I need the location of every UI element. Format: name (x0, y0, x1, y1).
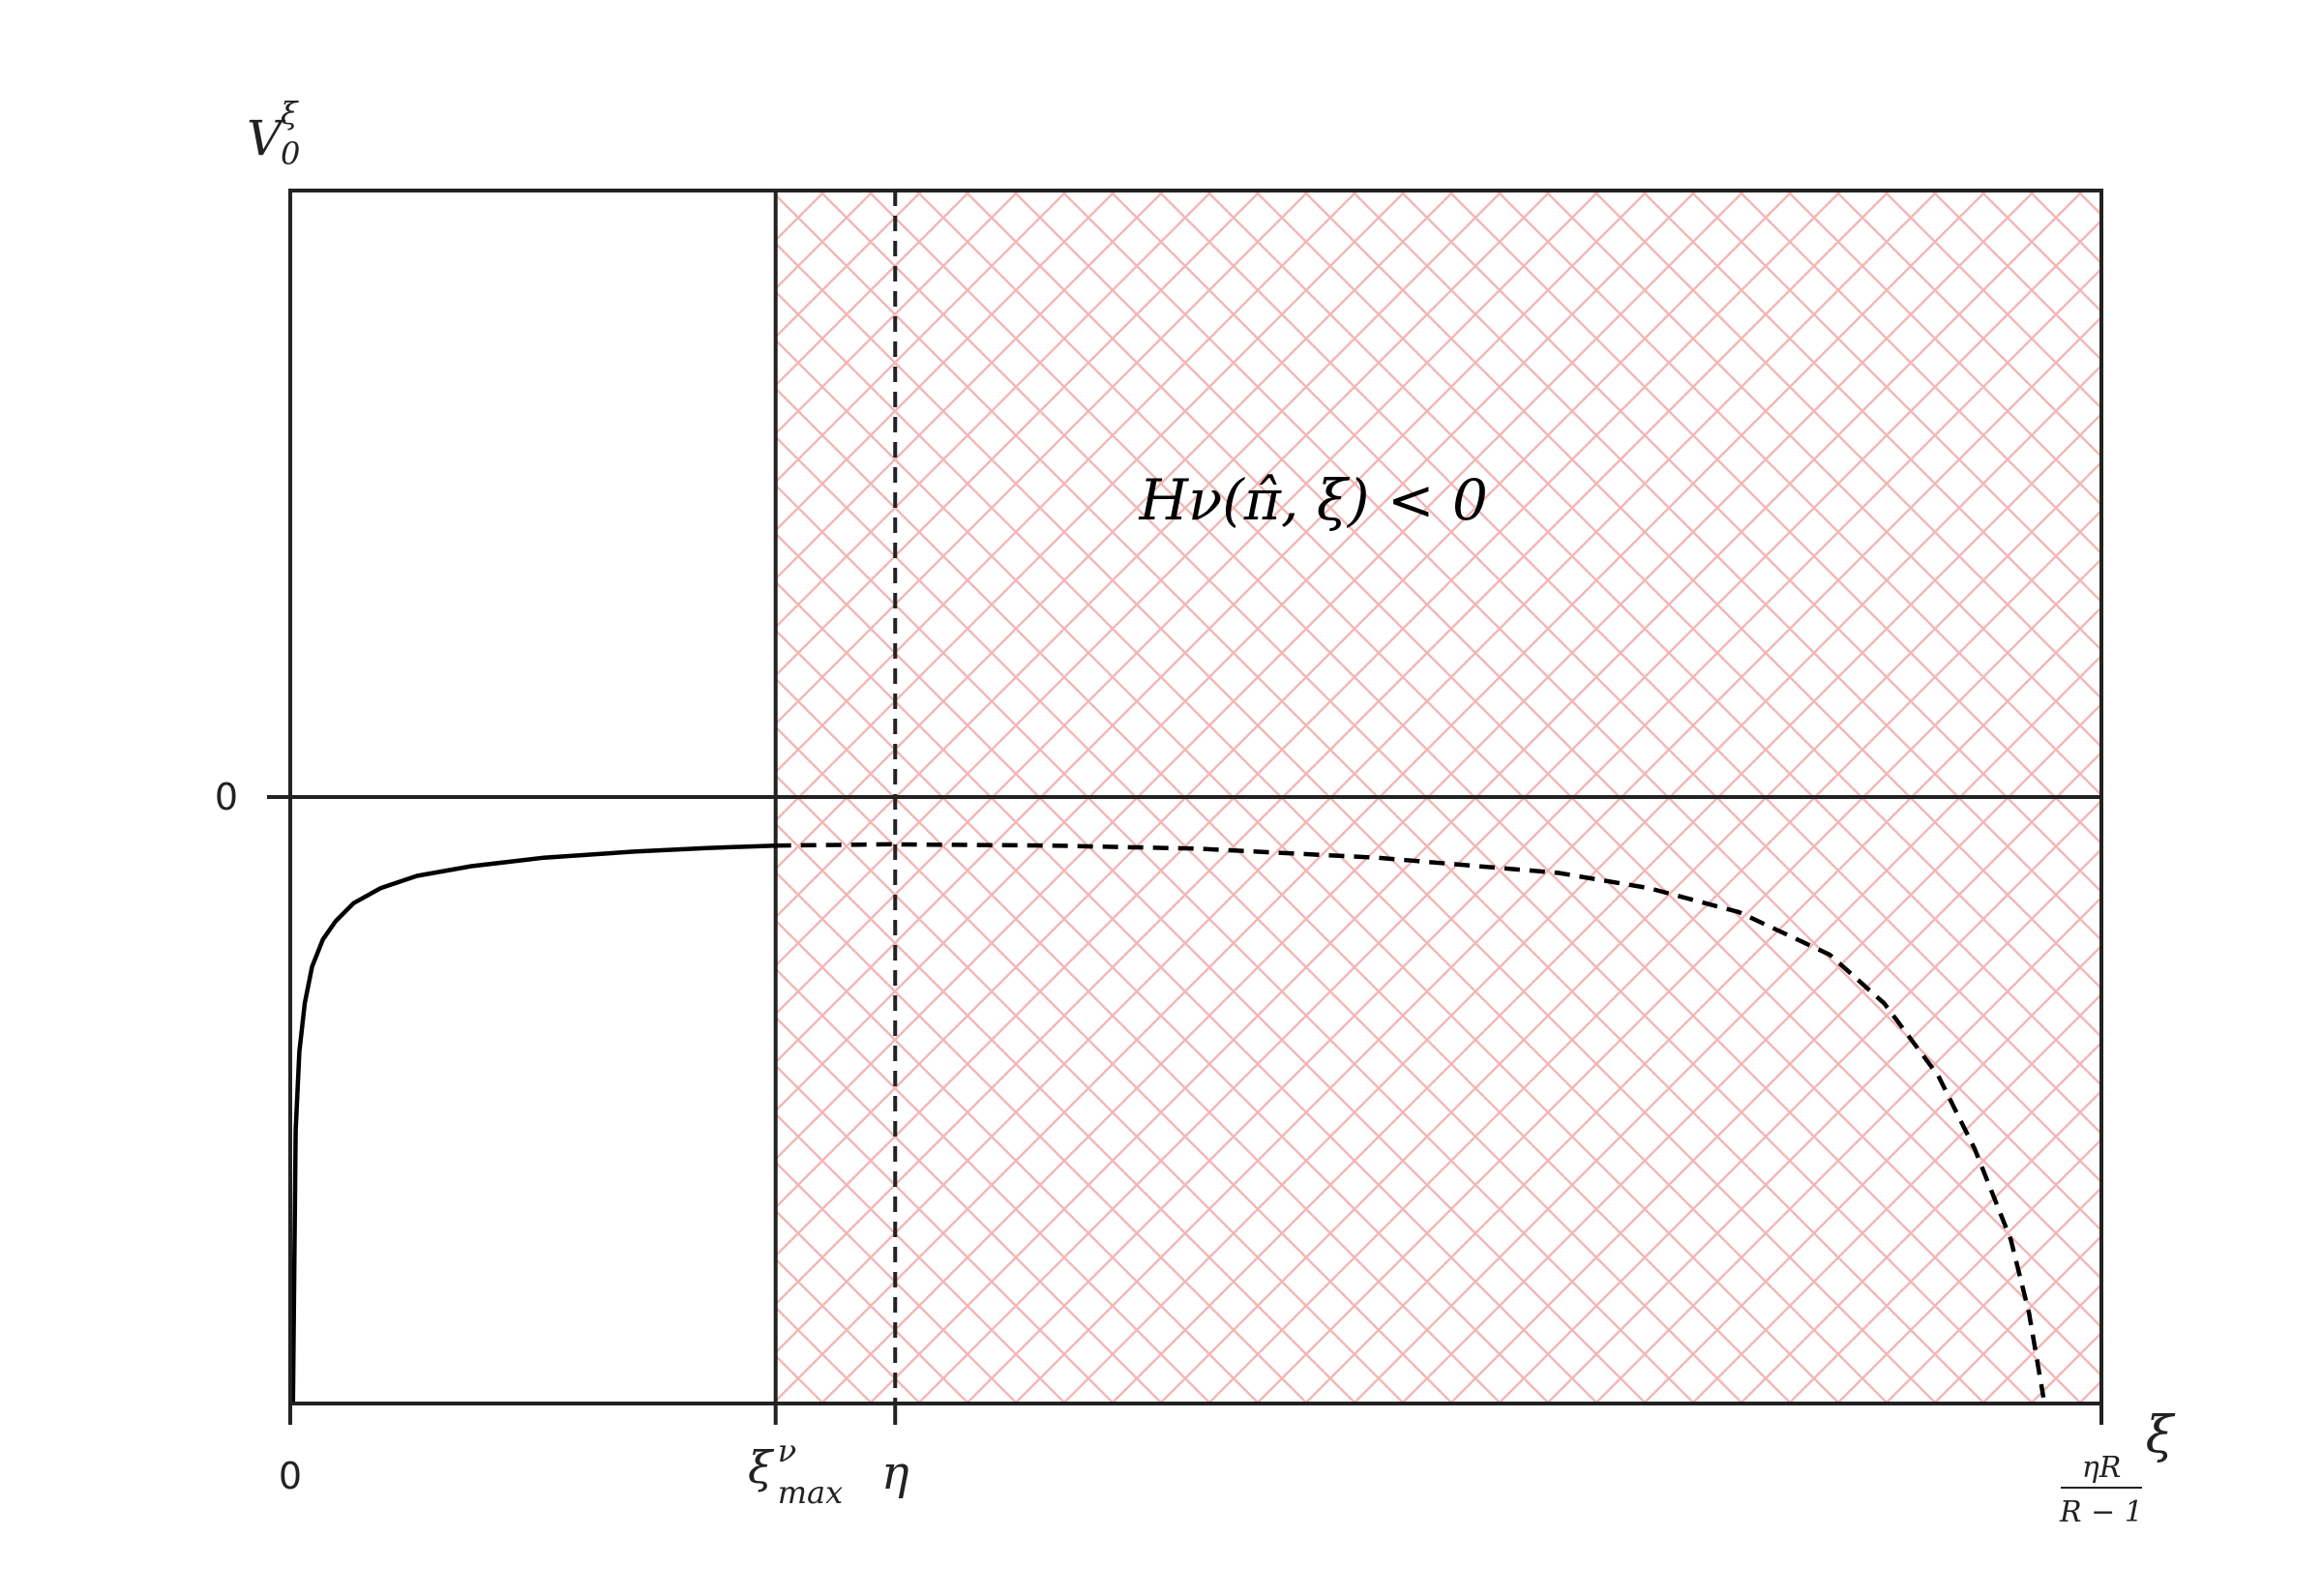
series-line-dashed (775, 842, 2046, 1399)
x-tick-label-sub: max (778, 1474, 843, 1511)
series-group (290, 842, 2046, 1404)
x-tick-label-base: ξ (748, 1441, 775, 1493)
x-tick-label-xi-max: ξ ν max (748, 1433, 843, 1511)
y-axis-label: Vξ0 (247, 95, 300, 172)
y-tick-label: 0 (215, 776, 238, 818)
series-line-solid (290, 842, 776, 1404)
x-tick-label: 0 (279, 1455, 302, 1497)
x-tick-label-sup: ν (778, 1433, 796, 1469)
axes-frame (288, 189, 2103, 1405)
x-axis-label: ξ (2146, 1406, 2176, 1464)
x-tick-label-denominator: R − 1 (2059, 1495, 2143, 1529)
x-tick-label-numerator: ηR (2082, 1451, 2122, 1485)
x-tick-label: η (881, 1446, 909, 1500)
y-axis-label-sup: ξ (281, 95, 299, 132)
plot-area (267, 191, 2101, 1404)
y-axis-label-sub: 0 (281, 135, 300, 172)
annotation-label: Hν(π̂, ξ) < 0 (1138, 467, 1487, 533)
x-tick-label-fraction: ηR R − 1 (2059, 1451, 2143, 1529)
y-axis-label-base: V (247, 110, 286, 166)
